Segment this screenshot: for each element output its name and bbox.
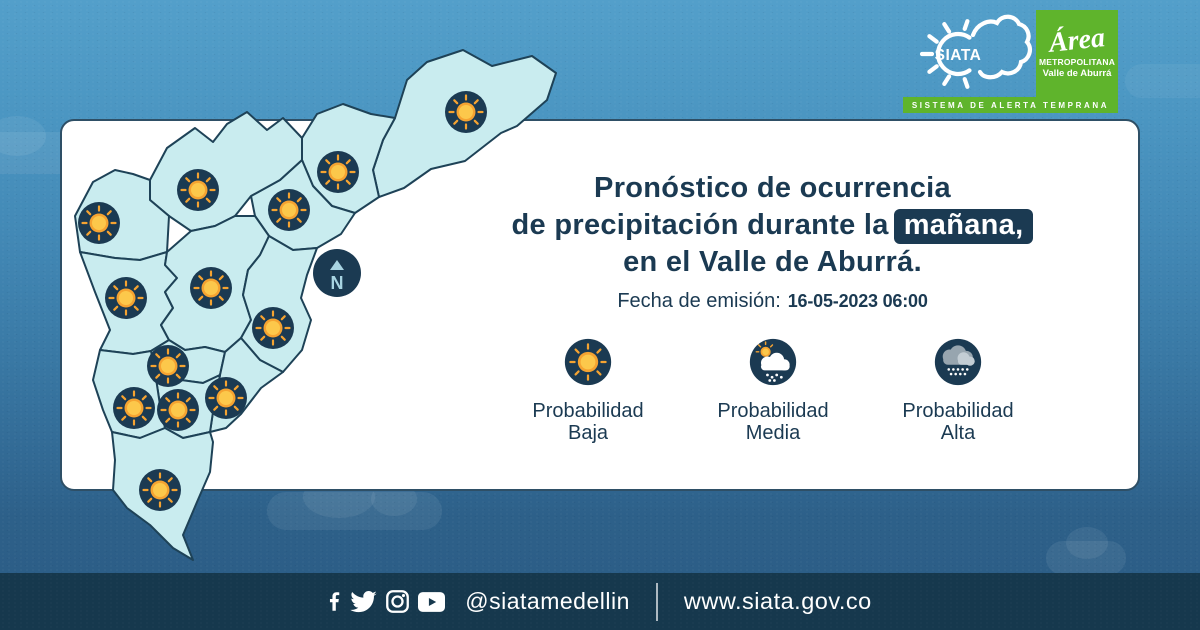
siata-sun-cloud-icon bbox=[919, 14, 1032, 89]
forecast-sun-icon bbox=[175, 167, 221, 213]
area-metropolitana-text: METROPOLITANA bbox=[1038, 57, 1116, 67]
forecast-sun-icon bbox=[103, 275, 149, 321]
siata-logo: SIATA bbox=[919, 14, 1032, 89]
title-line-2-text: de precipitación durante la bbox=[511, 209, 889, 241]
title-line-1: Pronóstico de ocurrencia bbox=[594, 172, 951, 204]
forecast-sun-icon bbox=[443, 89, 489, 135]
sun-icon bbox=[564, 338, 612, 386]
valle-de-aburra-map: N bbox=[55, 20, 575, 585]
legend-item-alta: Probabilidad Alta bbox=[873, 337, 1043, 444]
rain-cloud-icon bbox=[934, 338, 982, 386]
legend-label: Probabilidad Media bbox=[717, 400, 829, 444]
legend-label: Probabilidad Baja bbox=[532, 400, 644, 444]
instagram-icon[interactable] bbox=[386, 590, 410, 613]
social-handle[interactable]: @siatamedellin bbox=[465, 588, 630, 614]
legend-label: Probabilidad Alta bbox=[902, 400, 1014, 444]
forecast-sun-icon bbox=[203, 375, 249, 421]
siata-wordmark: SIATA bbox=[935, 47, 982, 64]
probability-legend: Probabilidad Baja bbox=[503, 337, 1063, 444]
cloud-decoration bbox=[1125, 64, 1200, 98]
emission-row: Fecha de emisión: 16-05-2023 06:00 bbox=[440, 290, 1105, 313]
forecast-sun-icon bbox=[76, 200, 122, 246]
forecast-sun-icon bbox=[266, 187, 312, 233]
forecast-sun-icon bbox=[137, 467, 183, 513]
facebook-icon[interactable] bbox=[328, 590, 341, 613]
area-metropolitana-logo: Área METROPOLITANA Valle de Aburrá bbox=[1036, 10, 1118, 97]
footer-divider bbox=[655, 582, 658, 621]
forecast-sun-icon bbox=[111, 385, 157, 431]
area-script-text: Área bbox=[1047, 22, 1107, 59]
youtube-icon[interactable] bbox=[418, 591, 446, 612]
social-icons bbox=[328, 590, 446, 613]
emission-value: 16-05-2023 06:00 bbox=[787, 291, 928, 311]
website-link[interactable]: www.siata.gov.co bbox=[683, 588, 872, 614]
forecast-sun-icon bbox=[188, 265, 234, 311]
sun-rain-icon bbox=[749, 338, 797, 386]
title-block: Pronóstico de ocurrencia de precipitació… bbox=[440, 170, 1105, 313]
title-line-3: en el Valle de Aburrá. bbox=[623, 246, 922, 278]
footer-bar: @siatamedellin www.siata.gov.co bbox=[0, 573, 1200, 630]
legend-item-baja: Probabilidad Baja bbox=[503, 337, 673, 444]
forecast-sun-icon bbox=[155, 387, 201, 433]
tagline-bar: SISTEMA DE ALERTA TEMPRANA bbox=[903, 97, 1118, 113]
twitter-icon[interactable] bbox=[350, 590, 377, 613]
forecast-sun-icon bbox=[145, 343, 191, 389]
forecast-sun-icon bbox=[315, 149, 361, 195]
title-highlight-badge: mañana, bbox=[893, 209, 1034, 244]
legend-item-media: Probabilidad Media bbox=[688, 337, 858, 444]
compass-label: N bbox=[331, 273, 344, 293]
forecast-sun-icon bbox=[250, 305, 296, 351]
emission-label: Fecha de emisión: bbox=[617, 290, 781, 312]
title-line-2: de precipitación durante la mañana, bbox=[440, 207, 1105, 244]
north-compass-icon: N bbox=[313, 249, 361, 297]
area-valle-text: Valle de Aburrá bbox=[1042, 68, 1112, 79]
cloud-decoration bbox=[1046, 527, 1126, 575]
brand-header: SIATA Área METROPOLITANA Valle de Aburrá… bbox=[896, 4, 1122, 116]
